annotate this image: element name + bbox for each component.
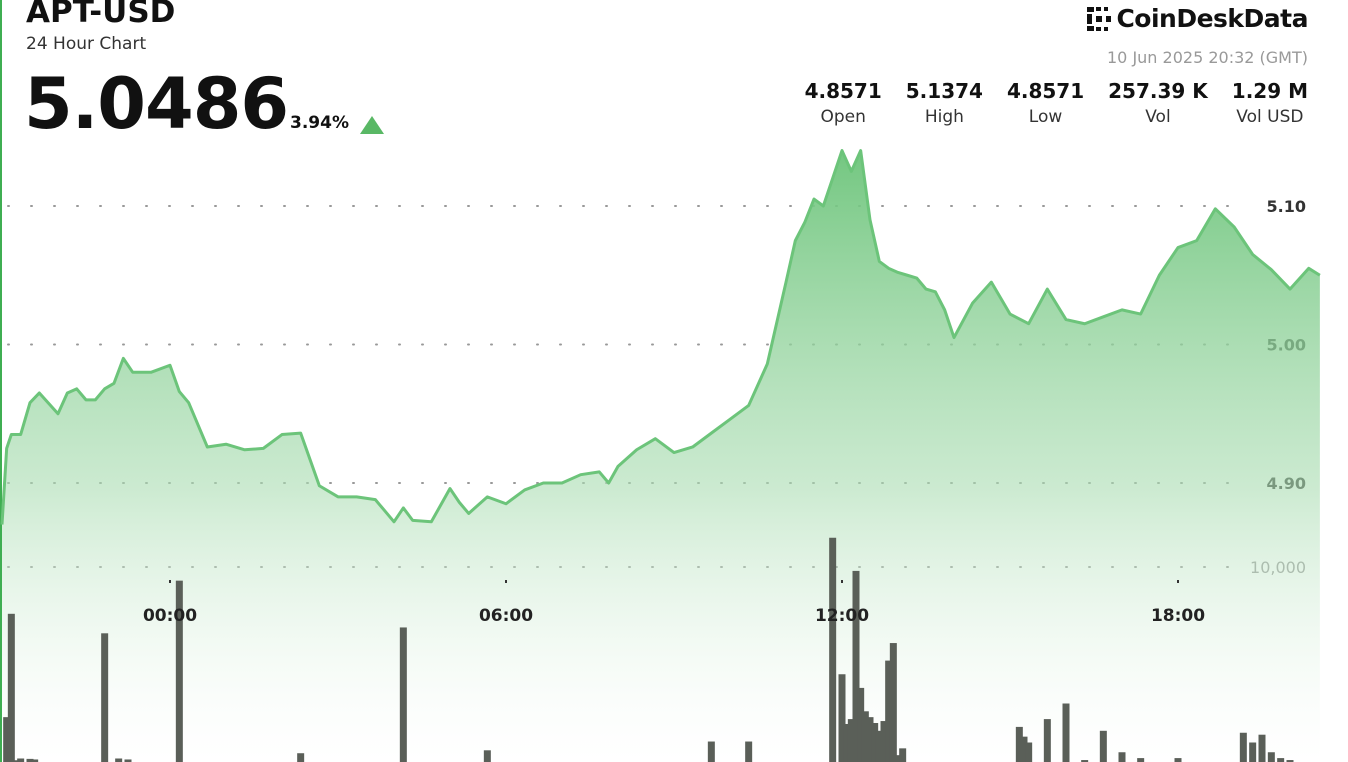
volume-bar <box>899 748 907 762</box>
accent-rule <box>0 0 2 762</box>
volume-bar <box>1043 719 1051 762</box>
current-price: 5.0486 <box>24 63 289 145</box>
volume-bar <box>857 687 865 762</box>
volume-bar <box>175 580 183 762</box>
volume-bar <box>1081 760 1089 762</box>
volume-bar <box>852 570 860 762</box>
volume-bar <box>745 741 753 762</box>
volume-bar <box>885 660 893 762</box>
up-arrow-icon <box>360 116 384 134</box>
stat-open-value: 4.8571 <box>804 79 882 103</box>
timestamp: 10 Jun 2025 20:32 (GMT) <box>1107 48 1308 67</box>
volume-bar <box>1249 742 1257 762</box>
stat-open: 4.8571 Open <box>793 78 894 130</box>
volume-bar <box>1239 732 1247 762</box>
volume-bar <box>124 759 132 762</box>
volume-bar <box>1258 734 1266 762</box>
volume-bar <box>843 723 851 762</box>
volume-bar <box>1267 752 1275 762</box>
price-area <box>2 150 1320 762</box>
chart-subtitle: 24 Hour Chart <box>26 34 147 54</box>
volume-bar <box>1118 752 1126 762</box>
volume-bar <box>115 758 123 762</box>
asset-symbol: APT-USD <box>26 0 176 30</box>
stat-vol-usd-label: Vol USD <box>1236 107 1304 127</box>
stat-low-label: Low <box>1028 107 1063 127</box>
brand-name: CoinDeskData <box>1116 4 1308 33</box>
volume-bar <box>1020 736 1028 762</box>
time-tick-label: 12:00 <box>815 606 869 626</box>
price-change-percent: 3.94% <box>290 113 349 133</box>
volume-bar <box>1277 758 1285 762</box>
volume-bar <box>1062 703 1070 762</box>
volume-bar <box>861 711 869 762</box>
price-line <box>0 149 1321 525</box>
time-tick-label: 18:00 <box>1151 606 1205 626</box>
coindesk-logo-icon <box>1087 6 1112 31</box>
stat-low-value: 4.8571 <box>1006 79 1085 103</box>
volume-bar <box>483 750 491 762</box>
volume-bar <box>1137 758 1145 762</box>
volume-bar <box>829 537 837 762</box>
volume-bar <box>31 759 39 762</box>
stat-high-value: 5.1374 <box>905 79 983 103</box>
stat-vol-label: Vol <box>1145 107 1171 127</box>
volume-bar <box>1025 742 1033 762</box>
stat-vol-value: 257.39 K <box>1108 79 1208 103</box>
volume-bar <box>297 753 305 762</box>
volume-bar <box>399 627 407 762</box>
volume-bar <box>3 717 11 762</box>
volume-bar <box>26 758 34 762</box>
volume-bar <box>875 730 883 762</box>
volume-bar <box>894 755 902 762</box>
volume-bar <box>889 643 897 762</box>
volume-bar <box>1099 730 1107 762</box>
time-tick-label: 00:00 <box>143 606 197 626</box>
volume-bar <box>1174 758 1182 762</box>
stat-vol-usd-value: 1.29 M <box>1231 79 1308 103</box>
price-tick-label: 5.10 <box>1267 197 1306 216</box>
time-tick-label: 06:00 <box>479 606 533 626</box>
volume-bar <box>12 760 20 762</box>
volume-bar <box>871 723 879 762</box>
volume-bar <box>7 613 15 762</box>
stat-vol-usd: 1.29 M Vol USD <box>1220 78 1308 130</box>
stat-open-label: Open <box>820 107 866 127</box>
stat-low: 4.8571 Low <box>995 78 1096 130</box>
stat-vol: 257.39 K Vol <box>1096 78 1220 130</box>
volume-bar <box>838 674 846 762</box>
volume-bar <box>101 633 109 762</box>
stat-high-label: High <box>924 107 964 127</box>
volume-bar <box>707 741 715 762</box>
volume-bar <box>866 717 874 762</box>
volume-bar <box>1286 760 1294 762</box>
stat-high: 5.1374 High <box>894 78 995 130</box>
volume-bar <box>847 719 855 762</box>
volume-bar <box>880 721 888 762</box>
brand-logo: CoinDeskData <box>1086 4 1308 33</box>
stats-row: 4.8571 Open 5.1374 High 4.8571 Low 257.3… <box>793 78 1308 130</box>
volume-bar <box>17 758 25 762</box>
volume-bar <box>1015 726 1023 762</box>
